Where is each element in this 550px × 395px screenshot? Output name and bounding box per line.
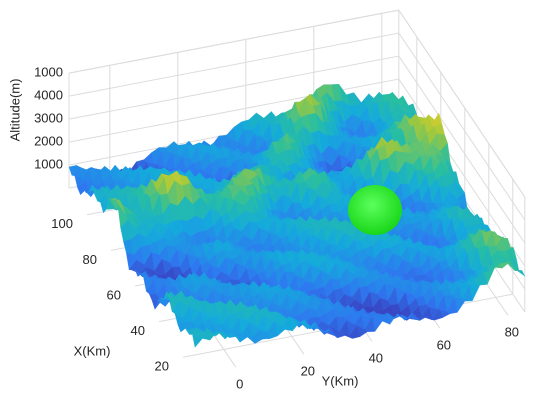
z-axis-label: Altitude(m) [7,79,22,142]
y-tick-label: 20 [301,364,315,379]
z-grid-line [68,32,399,97]
z-grid-line [68,9,399,74]
x-tick-label: 60 [107,287,121,302]
z-grid-line [398,9,526,198]
target-sphere [348,185,402,235]
x-tick-label: 100 [51,216,73,231]
z-tick-label: 2000 [34,134,63,149]
z-tick-label: 3000 [34,111,63,126]
x-tick-label: 20 [155,359,169,374]
y-axis-label: Y(Km) [322,373,359,388]
terrain-surface [68,83,525,348]
z-tick-label: 4000 [34,88,63,103]
y-tick-label: 0 [236,377,243,392]
z-grid-line [68,55,399,120]
z-grid-line [398,55,526,244]
z-grid-line [398,32,526,221]
z-grid-line [398,78,526,267]
x-tick-label: 80 [83,252,97,267]
terrain-cell [191,332,203,348]
x-tick-label: 40 [131,323,145,338]
y-tick-label: 60 [437,338,451,353]
x-axis-label: X(Km) [74,343,111,358]
z-tick-label: 1000 [34,157,63,172]
z-grid-line [68,78,399,143]
z-tick-label: 1000 [34,65,63,80]
y-tick-label: 40 [369,351,383,366]
y-tick-label: 80 [505,325,519,340]
